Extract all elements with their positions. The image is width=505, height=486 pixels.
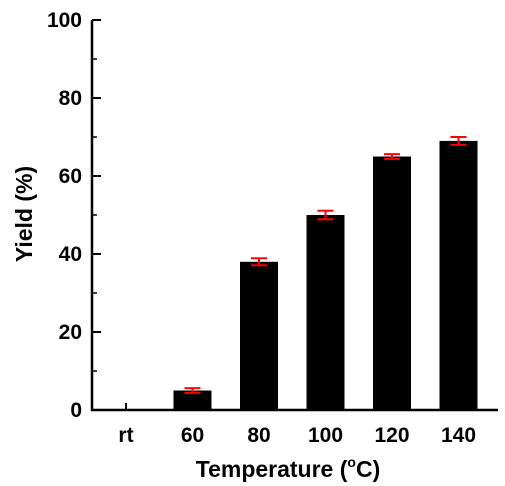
error-bars-layer xyxy=(184,136,467,394)
x-axis-title-prefix: Temperature ( xyxy=(196,456,348,482)
x-tick-label: 100 xyxy=(308,424,343,447)
bar-60 xyxy=(173,390,212,410)
error-bar-100 xyxy=(317,209,334,221)
y-tick-label: 80 xyxy=(59,87,82,110)
x-axis-title-suffix: C) xyxy=(356,456,380,482)
labels-layer: 0 20 40 60 80 100 rt 60 80 100 120 140 xyxy=(47,9,476,447)
x-tick-label: 120 xyxy=(374,424,409,447)
y-tick-label: 60 xyxy=(59,165,82,188)
bar-80 xyxy=(240,261,278,410)
error-bar-120 xyxy=(384,153,400,160)
bars-layer xyxy=(173,140,478,410)
error-bar-80 xyxy=(251,257,267,267)
y-tick-label: 100 xyxy=(47,9,82,32)
axes-layer xyxy=(90,19,498,412)
bar-140 xyxy=(439,140,478,410)
y-tick-label: 0 xyxy=(70,399,82,422)
x-axis-title-superscript: o xyxy=(347,454,356,470)
x-tick-label: 80 xyxy=(247,424,270,447)
x-tick-label: rt xyxy=(118,424,133,447)
x-axis-title: Temperature (oC) xyxy=(196,454,381,482)
bar-100 xyxy=(306,215,345,410)
y-axis-title: Yield (%) xyxy=(11,166,37,262)
error-bar-140 xyxy=(450,136,467,146)
y-tick-label: 40 xyxy=(59,243,82,266)
y-tick-label: 20 xyxy=(59,321,82,344)
x-tick-label: 60 xyxy=(181,424,204,447)
bar-120 xyxy=(373,156,411,410)
error-bar-60 xyxy=(184,387,201,394)
x-tick-label: 140 xyxy=(441,424,476,447)
